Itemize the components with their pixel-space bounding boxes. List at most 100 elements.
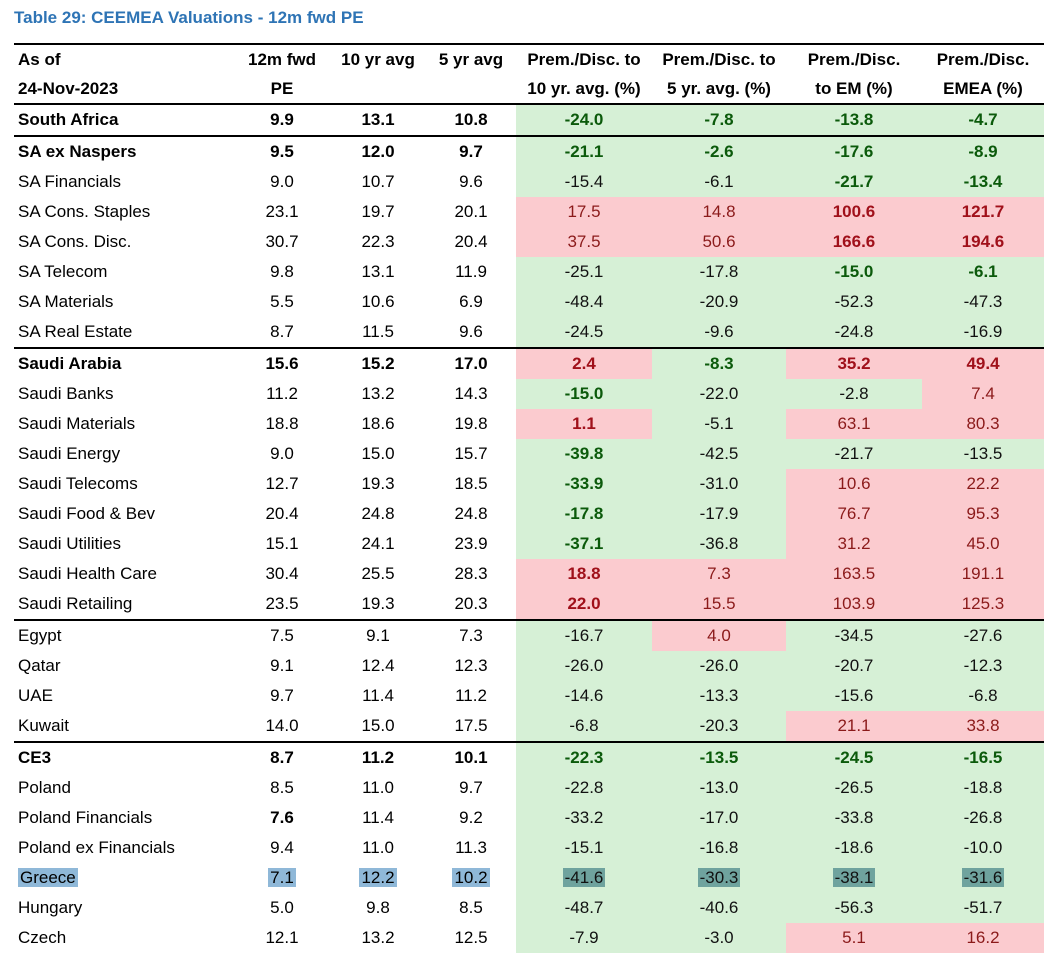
cell-value: 12.3 — [454, 656, 488, 675]
cell-value: 12.7 — [265, 474, 299, 493]
table-row: Czech 12.1 13.2 12.5 -7.9 -3.0 5.1 16.2 — [14, 923, 1044, 953]
cell-prem-em: -17.6 — [786, 135, 922, 167]
table-row: Saudi Food & Bev 20.4 24.8 24.8 -17.8 -17.9 76… — [14, 499, 1044, 529]
cell-value: -20.9 — [699, 292, 739, 311]
cell-value: -9.6 — [704, 322, 734, 341]
cell-value: -5.1 — [704, 414, 734, 433]
row-label: Saudi Banks — [14, 379, 234, 409]
cell-value: -4.7 — [968, 110, 998, 129]
cell-value: 9.6 — [459, 322, 483, 341]
cell-ten-yr-avg: 11.2 — [330, 741, 426, 773]
table-row: Saudi Utilities 15.1 24.1 23.9 -37.1 -36.8 31.… — [14, 529, 1044, 559]
cell-value: -15.6 — [834, 686, 874, 705]
cell-value: -12.3 — [963, 656, 1003, 675]
cell-value: -13.8 — [834, 110, 874, 129]
cell-value: 9.0 — [270, 444, 294, 463]
cell-five-yr-avg: 7.3 — [426, 619, 516, 651]
cell-pe: 7.5 — [234, 619, 330, 651]
cell-value: 11.4 — [362, 686, 394, 705]
cell-prem-5yr: 4.0 — [652, 619, 786, 651]
cell-prem-em: 100.6 — [786, 197, 922, 227]
cell-value: 2.4 — [572, 354, 596, 373]
header-row-2: 24-Nov-2023 PE 10 yr. avg. (%) 5 yr. avg… — [14, 74, 1044, 105]
cell-pe: 20.4 — [234, 499, 330, 529]
cell-prem-10yr: -24.0 — [516, 103, 652, 136]
cell-prem-emea: 191.1 — [922, 559, 1044, 589]
cell-value: 19.3 — [361, 474, 395, 493]
row-label-text: Saudi Banks — [18, 384, 114, 403]
cell-prem-em: -34.5 — [786, 619, 922, 651]
cell-value: 12.0 — [361, 142, 395, 161]
cell-prem-em: 10.6 — [786, 469, 922, 499]
cell-value: 9.7 — [459, 142, 483, 161]
cell-value: -31.0 — [699, 474, 739, 493]
table-row: Saudi Materials 18.8 18.6 19.8 1.1 -5.1 63.1 80… — [14, 409, 1044, 439]
cell-prem-em: -56.3 — [786, 893, 922, 923]
cell-value: 31.2 — [837, 534, 871, 553]
cell-value: 20.4 — [265, 504, 299, 523]
cell-value: -33.8 — [834, 808, 874, 827]
cell-prem-em: -20.7 — [786, 651, 922, 681]
cell-five-yr-avg: 23.9 — [426, 529, 516, 559]
table-row: SA Financials 9.0 10.7 9.6 -15.4 -6.1 -21.7 -13… — [14, 167, 1044, 197]
cell-value: 11.2 — [455, 686, 487, 705]
cell-prem-5yr: 50.6 — [652, 227, 786, 257]
cell-prem-emea: 95.3 — [922, 499, 1044, 529]
cell-value: -22.8 — [564, 778, 604, 797]
cell-prem-em: 103.9 — [786, 589, 922, 620]
row-label-text: Saudi Materials — [18, 414, 136, 433]
row-label: Poland Financials — [14, 803, 234, 833]
cell-prem-5yr: -13.0 — [652, 773, 786, 803]
cell-value: 11.2 — [266, 384, 298, 403]
cell-value: -33.9 — [564, 474, 604, 493]
cell-ten-yr-avg: 15.2 — [330, 347, 426, 379]
table-row: SA Materials 5.5 10.6 6.9 -48.4 -20.9 -52.3 -47… — [14, 287, 1044, 317]
cell-value: 10.1 — [454, 748, 488, 767]
row-label: Saudi Telecoms — [14, 469, 234, 499]
cell-prem-5yr: -42.5 — [652, 439, 786, 469]
cell-pe: 23.1 — [234, 197, 330, 227]
cell-five-yr-avg: 11.2 — [426, 681, 516, 711]
cell-pe: 12.1 — [234, 923, 330, 953]
cell-value: -40.6 — [699, 898, 739, 917]
table-row: SA Telecom 9.8 13.1 11.9 -25.1 -17.8 -15.0 -6.1 — [14, 257, 1044, 287]
cell-prem-10yr: -24.5 — [516, 317, 652, 348]
cell-prem-5yr: -30.3 — [652, 863, 786, 893]
cell-prem-em: 35.2 — [786, 347, 922, 379]
cell-value: 23.5 — [265, 594, 299, 613]
cell-value: 23.1 — [265, 202, 299, 221]
cell-value: -24.5 — [834, 748, 874, 767]
cell-value: -8.3 — [704, 354, 734, 373]
cell-value: 4.0 — [707, 626, 731, 645]
cell-value: 10.6 — [837, 474, 871, 493]
cell-five-yr-avg: 15.7 — [426, 439, 516, 469]
cell-prem-5yr: 15.5 — [652, 589, 786, 620]
cell-value: 11.0 — [362, 778, 394, 797]
cell-pe: 11.2 — [234, 379, 330, 409]
cell-prem-emea: -16.5 — [922, 741, 1044, 773]
cell-prem-em: -52.3 — [786, 287, 922, 317]
cell-value: 20.1 — [454, 202, 488, 221]
cell-pe: 18.8 — [234, 409, 330, 439]
cell-value: -13.0 — [699, 778, 739, 797]
cell-value: -18.6 — [834, 838, 874, 857]
cell-value: 12.5 — [454, 928, 488, 947]
cell-value: 22.2 — [966, 474, 1000, 493]
cell-ten-yr-avg: 12.0 — [330, 135, 426, 167]
cell-value: 5.0 — [270, 898, 294, 917]
cell-five-yr-avg: 11.9 — [426, 257, 516, 287]
cell-ten-yr-avg: 19.3 — [330, 589, 426, 620]
row-label: Saudi Food & Bev — [14, 499, 234, 529]
cell-prem-10yr: -25.1 — [516, 257, 652, 287]
row-label: SA Cons. Staples — [14, 197, 234, 227]
cell-five-yr-avg: 28.3 — [426, 559, 516, 589]
cell-value: -24.5 — [564, 322, 604, 341]
cell-prem-em: -26.5 — [786, 773, 922, 803]
cell-value: 11.9 — [455, 262, 487, 281]
row-label-text: Saudi Energy — [18, 444, 121, 463]
cell-prem-5yr: -20.9 — [652, 287, 786, 317]
cell-value: 14.0 — [265, 716, 299, 735]
header-row-1: As of 12m fwd 10 yr avg 5 yr avg Prem./D… — [14, 43, 1044, 74]
header-prem-emea: Prem./Disc. — [922, 43, 1044, 74]
row-label: CE3 — [14, 741, 234, 773]
